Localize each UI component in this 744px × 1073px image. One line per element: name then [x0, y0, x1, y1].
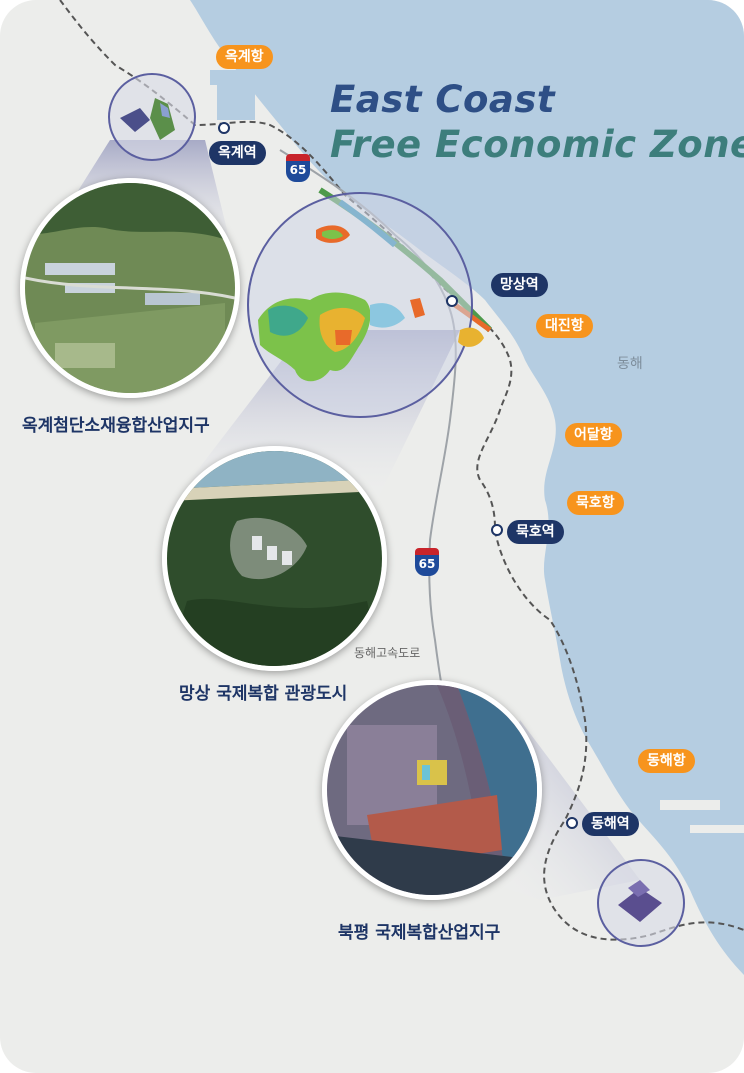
okgye-aerial-photo — [20, 178, 240, 398]
zone-name-bukpyeong[interactable]: 북평 국제복합산업지구 — [338, 923, 501, 943]
port-label-donghae[interactable]: 동해항 — [638, 749, 695, 773]
sea-label: 동해 — [617, 356, 643, 372]
highway-65-shield-south: 65 — [415, 548, 439, 576]
port-label-okgye[interactable]: 옥계항 — [216, 45, 273, 69]
port-label-eodal[interactable]: 어달항 — [565, 423, 622, 447]
railway-line — [59, 0, 744, 941]
zone-name-okgye[interactable]: 옥계첨단소재융합산업지구 — [22, 416, 210, 436]
sea-area — [190, 0, 744, 1073]
mukho-station-marker — [491, 524, 503, 536]
zone-name-mangsang[interactable]: 망상 국제복합 관광도시 — [179, 684, 348, 704]
station-label-mukho[interactable]: 묵호역 — [507, 520, 564, 544]
port-label-daejin[interactable]: 대진항 — [536, 314, 593, 338]
map-title-line1: East Coast — [330, 78, 556, 121]
map-title-line2: Free Economic Zone — [330, 123, 744, 166]
highway-name-label: 동해고속도로 — [354, 646, 421, 660]
station-label-mangsang[interactable]: 망상역 — [491, 273, 548, 297]
mangsang-station-marker — [446, 295, 458, 307]
okgye-station-marker — [218, 122, 230, 134]
station-label-donghae[interactable]: 동해역 — [582, 812, 639, 836]
donghae-station-marker — [566, 817, 578, 829]
mangsang-aerial-photo — [162, 446, 387, 671]
station-label-okgye[interactable]: 옥계역 — [209, 141, 266, 165]
port-label-mukho[interactable]: 묵호항 — [567, 491, 624, 515]
highway-65-shield-north: 65 — [286, 154, 310, 182]
bukpyeong-aerial-photo — [322, 680, 542, 900]
